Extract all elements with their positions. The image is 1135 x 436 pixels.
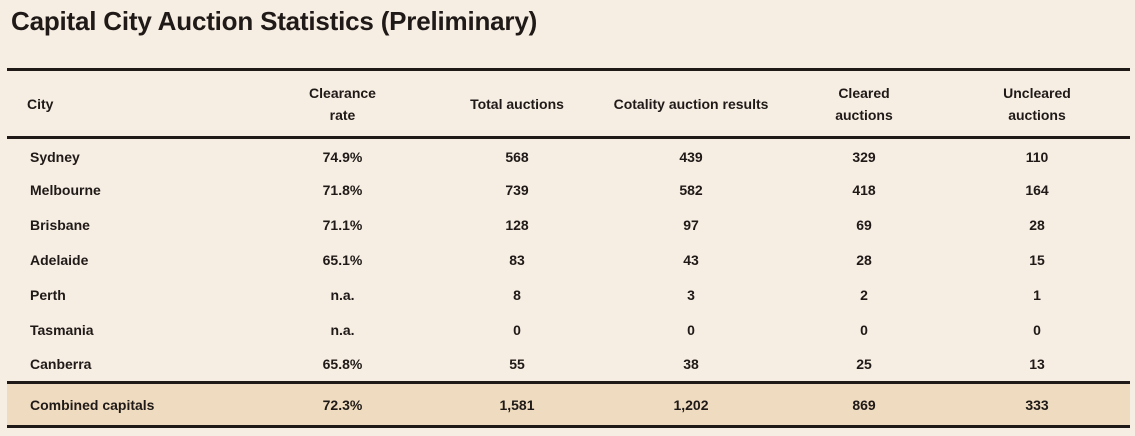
header-line: Uncleared [1003, 84, 1071, 101]
auction-stats-table-container: City Clearance rate Total auctions Cotal… [7, 68, 1130, 428]
cell-city: Melbourne [30, 182, 101, 198]
cell-results: 43 [683, 252, 699, 268]
column-header-city: City [7, 68, 249, 139]
page-title: Capital City Auction Statistics (Prelimi… [11, 6, 538, 36]
cell-total-auctions: 83 [509, 252, 525, 268]
cell-clearance-rate: 72.3% [249, 381, 436, 428]
cell-cleared: 28 [856, 252, 872, 268]
cell-uncleared: 28 [1029, 217, 1045, 233]
cell-total-auctions: 55 [509, 356, 525, 373]
table-header: City Clearance rate Total auctions Cotal… [7, 68, 1130, 139]
cell-city: Sydney [30, 149, 80, 166]
column-header-cleared: Cleared auctions [784, 68, 944, 139]
cell-total-auctions: 739 [505, 182, 529, 198]
header-line: auctions [1008, 106, 1066, 123]
cell-uncleared: 164 [1025, 182, 1049, 198]
cell-uncleared: 15 [1029, 252, 1045, 268]
cell-results: 3 [687, 287, 695, 303]
cell-total-auctions: 128 [505, 217, 529, 233]
cell-city: Adelaide [30, 252, 89, 268]
cell-results: 97 [683, 217, 699, 233]
header-line: Clearance [309, 84, 376, 101]
table-row: Adelaide 65.1% 83 43 28 15 [7, 243, 1130, 278]
cell-clearance-rate: 65.1% [322, 252, 363, 268]
cell-city: Perth [30, 287, 66, 303]
cell-clearance-rate: 71.8% [322, 182, 363, 198]
table-row: Sydney 74.9% 568 439 329 110 [7, 138, 1130, 173]
cell-total-auctions: 568 [505, 149, 529, 166]
cell-city: Canberra [30, 356, 92, 373]
table-footer: Combined capitals 72.3% 1,581 1,202 869 … [7, 381, 1130, 428]
cell-clearance-rate: 71.1% [322, 217, 363, 233]
cell-uncleared: 110 [1025, 149, 1049, 166]
header-line: auctions [835, 106, 893, 123]
table-row: Canberra 65.8% 55 38 25 13 [7, 348, 1130, 383]
cell-clearance-rate: 65.8% [322, 356, 363, 373]
header-line: Cleared [838, 84, 890, 101]
cell-city: Brisbane [30, 217, 90, 233]
cell-cleared: 418 [852, 182, 876, 198]
cell-results: 439 [679, 149, 703, 166]
column-header-cotality-results: Cotality auction results [598, 68, 784, 139]
cell-city: Combined capitals [7, 381, 249, 428]
cell-clearance-rate: 74.9% [322, 149, 363, 166]
cell-city: Tasmania [30, 322, 94, 338]
cell-uncleared: 0 [1033, 322, 1041, 338]
cell-results: 582 [679, 182, 703, 198]
cell-results: 38 [683, 356, 699, 373]
table-row: Brisbane 71.1% 128 97 69 28 [7, 208, 1130, 243]
total-row: Combined capitals 72.3% 1,581 1,202 869 … [7, 381, 1130, 428]
cell-clearance-rate: n.a. [330, 322, 355, 338]
column-header-clearance-rate: Clearance rate [249, 68, 436, 139]
cell-total-auctions: 1,581 [436, 381, 598, 428]
cell-cleared: 329 [852, 149, 876, 166]
cell-cleared: 2 [860, 287, 868, 303]
cell-results: 0 [687, 322, 695, 338]
cell-total-auctions: 8 [513, 287, 521, 303]
header-row: City Clearance rate Total auctions Cotal… [7, 68, 1130, 139]
header-line: rate [329, 106, 356, 123]
column-header-total-auctions: Total auctions [436, 68, 598, 139]
table-row: Melbourne 71.8% 739 582 418 164 [7, 173, 1130, 208]
cell-results: 1,202 [598, 381, 784, 428]
auction-stats-table: City Clearance rate Total auctions Cotal… [7, 68, 1130, 428]
column-header-uncleared: Uncleared auctions [944, 68, 1130, 139]
cell-cleared: 69 [856, 217, 872, 233]
table-row: Tasmania n.a. 0 0 0 0 [7, 313, 1130, 348]
cell-cleared: 0 [860, 322, 868, 338]
cell-uncleared: 1 [1033, 287, 1041, 303]
table-row: Perth n.a. 8 3 2 1 [7, 278, 1130, 313]
cell-cleared: 25 [856, 356, 872, 373]
cell-cleared: 869 [784, 381, 944, 428]
table-body: Sydney 74.9% 568 439 329 110 Melbourne 7… [7, 138, 1130, 383]
cell-uncleared: 13 [1029, 356, 1045, 373]
cell-clearance-rate: n.a. [330, 287, 355, 303]
cell-uncleared: 333 [944, 381, 1130, 428]
cell-total-auctions: 0 [513, 322, 521, 338]
